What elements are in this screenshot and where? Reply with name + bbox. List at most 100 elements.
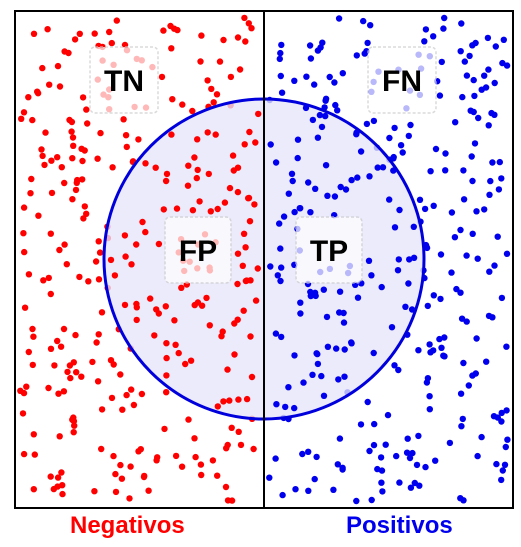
sample-dot: [55, 391, 61, 397]
sample-dot: [405, 436, 411, 442]
sample-dot: [504, 437, 510, 443]
sample-dot: [452, 119, 458, 125]
sample-dot: [331, 79, 337, 85]
sample-dot: [246, 129, 252, 135]
sample-dot: [371, 442, 377, 448]
sample-dot: [163, 372, 169, 378]
sample-dot: [29, 117, 35, 123]
sample-dot: [142, 160, 148, 166]
sample-dot: [246, 20, 252, 26]
sample-dot: [71, 429, 77, 435]
sample-dot: [285, 384, 291, 390]
sample-dot: [427, 406, 433, 412]
sample-dot: [321, 393, 327, 399]
sample-dot: [198, 32, 204, 38]
sample-dot: [215, 403, 221, 409]
sample-dot: [176, 350, 182, 356]
sample-dot: [139, 391, 145, 397]
sample-dot: [64, 261, 70, 267]
tag-tn: TN: [90, 47, 158, 113]
sample-dot: [383, 442, 389, 448]
sample-dot: [305, 179, 311, 185]
sample-dot: [240, 263, 246, 269]
sample-dot: [220, 37, 226, 43]
sample-dot: [315, 47, 321, 53]
sample-dot: [431, 203, 437, 209]
sample-dot: [313, 350, 319, 356]
sample-dot: [408, 485, 414, 491]
sample-dot: [230, 152, 236, 158]
sample-dot: [163, 355, 169, 361]
sample-dot: [109, 164, 115, 170]
sample-dot: [214, 473, 220, 479]
sample-dot: [235, 34, 241, 40]
sample-dot: [114, 17, 120, 23]
sample-dot: [30, 362, 36, 368]
sample-dot: [379, 488, 385, 494]
sample-dot: [416, 483, 422, 489]
sample-dot: [197, 58, 203, 64]
sample-dot: [185, 416, 191, 422]
sample-dot: [459, 94, 465, 100]
sample-dot: [31, 31, 37, 37]
sample-dot: [128, 386, 134, 392]
sample-dot: [22, 305, 28, 311]
sample-dot: [205, 129, 211, 135]
sample-dot: [214, 91, 220, 97]
sample-dot: [498, 477, 504, 483]
sample-dot: [255, 265, 261, 271]
sample-dot: [458, 20, 464, 26]
sample-dot: [98, 446, 104, 452]
sample-dot: [407, 122, 413, 128]
sample-dot: [42, 129, 48, 135]
sample-dot: [489, 159, 495, 165]
sample-dot: [215, 206, 221, 212]
sample-dot: [400, 149, 406, 155]
sample-dot: [238, 442, 244, 448]
sample-dot: [123, 392, 129, 398]
sample-dot: [135, 136, 141, 142]
sample-dot: [242, 38, 248, 44]
sample-dot: [305, 488, 311, 494]
sample-dot: [70, 143, 76, 149]
sample-dot: [229, 497, 235, 503]
sample-dot: [21, 204, 27, 210]
sample-dot: [291, 209, 297, 215]
sample-dot: [273, 159, 279, 165]
sample-dot: [466, 53, 472, 59]
sample-dot: [226, 397, 232, 403]
sample-dot: [31, 486, 37, 492]
sample-dot: [196, 198, 202, 204]
sample-dot: [61, 48, 67, 54]
sample-dot: [431, 292, 437, 298]
sample-dot: [117, 462, 123, 468]
sample-dot: [21, 109, 27, 115]
sample-dot: [99, 309, 105, 315]
sample-dot: [38, 146, 44, 152]
sample-dot: [437, 296, 443, 302]
sample-dot: [303, 74, 309, 80]
sample-dot: [498, 175, 504, 181]
sample-dot: [194, 136, 200, 142]
sample-dot: [161, 206, 167, 212]
sample-dot: [313, 454, 319, 460]
sample-dot: [422, 206, 428, 212]
sample-dot: [138, 446, 144, 452]
sample-dot: [337, 289, 343, 295]
sample-dot: [378, 480, 384, 486]
sample-dot: [496, 186, 502, 192]
sample-dot: [191, 435, 197, 441]
sample-dot: [289, 171, 295, 177]
sample-dot: [80, 94, 86, 100]
sample-dot: [291, 78, 297, 84]
sample-dot: [94, 156, 100, 162]
sample-dot: [487, 178, 493, 184]
sample-dot: [242, 141, 248, 147]
sample-dot: [457, 227, 463, 233]
sample-dot: [59, 482, 65, 488]
sample-dot: [113, 489, 119, 495]
sample-dot: [460, 360, 466, 366]
sample-dot: [341, 374, 347, 380]
sample-dot: [414, 462, 420, 468]
